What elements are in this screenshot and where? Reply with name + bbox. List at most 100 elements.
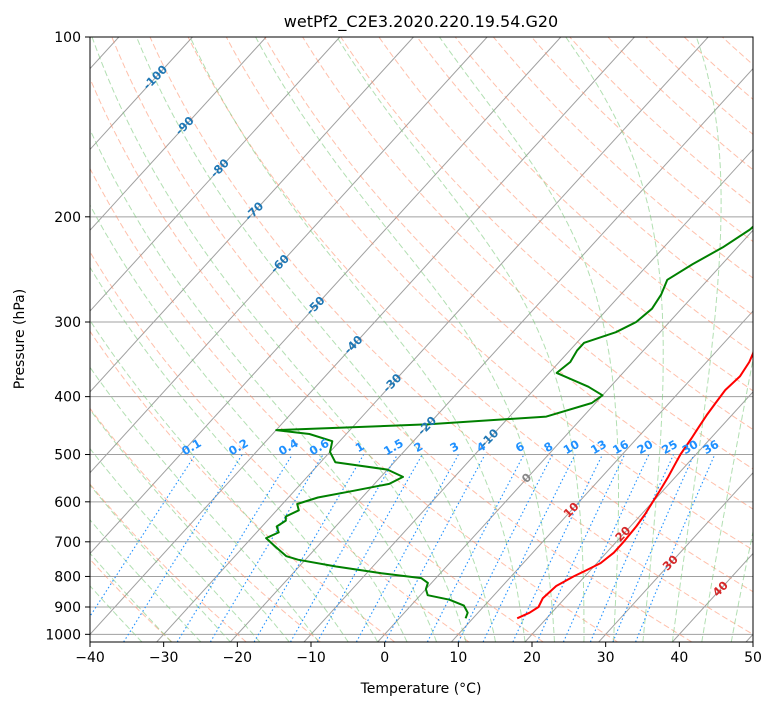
dry-adiabat <box>416 37 753 354</box>
dry-adiabat <box>378 37 753 392</box>
moist-adiabat <box>90 128 438 642</box>
mixing-ratio-line <box>355 454 459 642</box>
moist-adiabat <box>90 552 172 642</box>
mixing-ratio-line <box>209 454 324 642</box>
moist-adiabat <box>90 204 408 642</box>
dry-adiabat <box>90 167 544 642</box>
moist-adiabat <box>701 356 753 642</box>
y-tick-label: 100 <box>54 30 81 46</box>
mixing-ratio-line <box>589 454 675 642</box>
moist-adiabat <box>90 585 143 642</box>
y-tick-label: 600 <box>54 495 81 511</box>
x-tick-label: 30 <box>597 650 615 666</box>
dry-adiabat <box>149 37 753 635</box>
moist-adiabat <box>336 37 585 642</box>
x-tick-label: −20 <box>223 650 253 666</box>
isotherm-line <box>90 37 635 636</box>
y-tick-label: 300 <box>54 315 81 331</box>
isotherm-line <box>524 391 753 642</box>
mixing-ratio-label: 8 <box>541 439 555 455</box>
isotherm-line <box>450 310 753 642</box>
dry-adiabat <box>302 37 753 470</box>
dry-adiabat <box>569 37 753 206</box>
isotherm-line <box>90 37 414 393</box>
moist-adiabat <box>91 37 467 642</box>
mixing-ratio-line <box>426 454 525 642</box>
mixing-ratio-line <box>635 454 716 642</box>
mixing-ratio-label: 10 <box>561 437 582 457</box>
x-tick-label: 20 <box>523 650 541 666</box>
x-tick-label: 10 <box>449 650 467 666</box>
dry-adiabat <box>111 37 693 642</box>
mixing-ratio-line <box>612 454 695 642</box>
moist-adiabat <box>90 447 261 642</box>
dry-adiabat <box>761 37 775 642</box>
plot-frame <box>89 36 754 643</box>
dry-adiabat <box>90 250 470 642</box>
moist-adiabat <box>136 37 496 642</box>
dry-adiabat <box>531 37 753 243</box>
isotherm-line <box>745 633 753 642</box>
dry-adiabat <box>90 483 247 642</box>
mixing-ratio-label: 36 <box>700 437 721 457</box>
isotherm-line <box>229 67 753 642</box>
y-tick-label: 500 <box>54 448 81 464</box>
chart-title: wetPf2_C2E3.2020.220.19.54.G20 <box>284 12 558 32</box>
isotherm-line <box>303 148 753 642</box>
isotherm-line <box>90 37 193 151</box>
y-tick-label: 800 <box>54 569 81 585</box>
dry-adiabat <box>340 37 753 431</box>
dry-adiabat <box>454 37 753 316</box>
isotherm-line <box>90 37 562 555</box>
mixing-ratio-line <box>176 454 293 642</box>
dry-adiabat <box>645 37 753 135</box>
temperature-line <box>516 350 753 620</box>
isotherm-line <box>90 37 488 474</box>
moist-adiabat <box>189 37 526 642</box>
mixing-ratio-label: 1 <box>353 439 367 455</box>
dry-adiabat <box>90 330 396 642</box>
moist-adiabat <box>90 266 379 642</box>
mixing-ratio-line <box>316 454 423 642</box>
x-axis-label: Temperature (°C) <box>360 681 482 697</box>
isotherm-line <box>156 37 709 642</box>
x-tick-label: 0 <box>380 650 389 666</box>
moist-adiabat <box>255 37 555 642</box>
isotherm-line <box>90 37 267 231</box>
mixing-ratio-label: 30 <box>680 437 701 457</box>
mixing-ratio-line <box>562 454 650 642</box>
moist-adiabat <box>90 319 349 642</box>
mixing-ratio-label: 16 <box>610 437 631 457</box>
mixing-ratio-label: 2 <box>411 439 425 455</box>
mixing-ratio-label: 20 <box>634 437 655 457</box>
dry-adiabat <box>264 37 753 510</box>
moist-adiabat <box>90 366 320 642</box>
mixing-ratio-label: 13 <box>588 437 609 457</box>
dry-adiabat <box>607 37 753 171</box>
y-axis-label: Pressure (hPa) <box>12 289 28 389</box>
x-tick-label: −10 <box>296 650 326 666</box>
isotherm-line <box>90 37 341 312</box>
mixing-ratio-line <box>253 454 365 642</box>
y-tick-label: 700 <box>54 535 81 551</box>
isotherm-line <box>598 471 753 642</box>
mixing-ratio-line <box>512 454 603 642</box>
moist-adiabat <box>90 408 290 642</box>
mixing-ratio-line <box>90 454 196 618</box>
y-tick-label: 1000 <box>45 627 81 643</box>
mixing-ratio-line <box>123 454 243 642</box>
dry-adiabat <box>225 37 753 551</box>
mixing-ratio-label: 25 <box>659 437 680 457</box>
mixing-ratio-label: 3 <box>447 439 461 455</box>
x-tick-label: −40 <box>75 650 105 666</box>
dry-adiabat <box>187 37 753 593</box>
isotherm-line <box>377 229 753 642</box>
dry-adiabat <box>683 37 753 101</box>
moist-adiabat <box>90 484 231 642</box>
y-tick-label: 200 <box>54 210 81 226</box>
moist-adiabat <box>565 37 664 642</box>
mixing-ratio-line <box>536 454 626 642</box>
x-tick-label: −30 <box>149 650 179 666</box>
mixing-ratio-line <box>384 454 486 642</box>
